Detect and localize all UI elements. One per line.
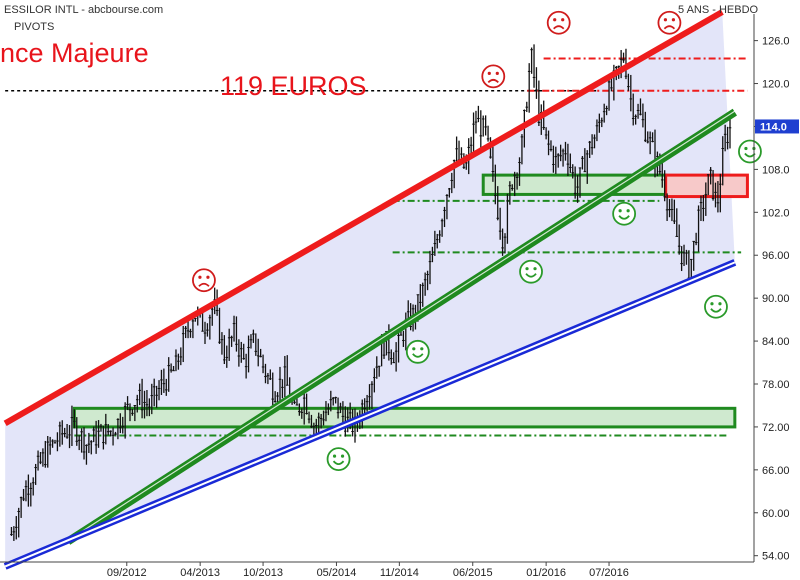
- y-tick-label: 108.0: [762, 164, 790, 176]
- resistance-zone-106: [664, 173, 749, 199]
- last-price-tag-bg: [755, 119, 799, 134]
- face-mouth: [412, 353, 424, 358]
- face-mouth: [663, 25, 676, 30]
- smileys-layer: [192, 10, 762, 472]
- face-outline: [612, 201, 637, 226]
- happy-face-icon: [704, 294, 728, 319]
- y-tick-label: 72.00: [762, 422, 790, 434]
- y-tick-label: 66.00: [762, 465, 790, 477]
- sad-face-icon: [192, 268, 216, 293]
- header-right-title: 5 ANS - HEBDO: [678, 4, 759, 16]
- happy-face-icon: [405, 339, 430, 364]
- face-eye: [671, 18, 676, 22]
- face-outline: [546, 10, 571, 35]
- x-tick-label: 04/2013: [180, 567, 220, 579]
- x-tick-label: 05/2014: [317, 567, 357, 579]
- x-tick-label: 11/2014: [380, 567, 419, 579]
- face-mouth: [710, 308, 722, 313]
- green-support: [65, 108, 738, 545]
- sad-face-icon: [546, 10, 571, 35]
- face-outline: [405, 339, 430, 364]
- x-tick-label: 06/2015: [453, 567, 493, 579]
- face-mouth: [553, 25, 565, 30]
- face-outline: [738, 139, 762, 164]
- face-outline: [326, 447, 351, 472]
- y-tick-label: 96.00: [762, 250, 790, 262]
- face-eye: [561, 18, 565, 22]
- face-outline: [519, 259, 543, 284]
- happy-face-icon: [612, 201, 637, 226]
- resistance-annotation: nce Majeure: [0, 38, 149, 68]
- x-tick-label: 10/2013: [243, 567, 283, 579]
- face-eye: [533, 267, 537, 271]
- face-outline: [481, 64, 506, 89]
- y-tick-label: 54.00: [762, 551, 790, 563]
- y-axis-ticks: 126.0 120.0 108.0 102.0 96.00 90.00 84.00 78.00…: [754, 36, 790, 563]
- face-mouth: [525, 273, 537, 278]
- happy-face-icon: [519, 259, 543, 284]
- face-eye: [710, 302, 714, 306]
- face-mouth: [618, 215, 630, 220]
- face-eye: [198, 275, 202, 279]
- face-eye: [663, 18, 668, 22]
- red-resistance-channel: [3, 9, 724, 426]
- y-tick-label: 78.00: [762, 379, 790, 391]
- trendlines-layer: [3, 9, 738, 570]
- face-eye: [525, 267, 529, 271]
- face-eye: [340, 454, 345, 458]
- face-eye: [618, 209, 622, 213]
- happy-face-icon: [326, 447, 351, 472]
- face-eye: [553, 18, 557, 22]
- header-left-title: ESSILOR INTL - abcbourse.com: [4, 4, 163, 16]
- face-eye: [744, 146, 748, 151]
- sad-face-icon: [481, 64, 506, 89]
- face-eye: [332, 454, 337, 458]
- y-tick-label: 102.0: [762, 207, 790, 219]
- y-tick-label: 84.00: [762, 336, 790, 348]
- blue-support-gap: [4, 261, 736, 568]
- x-tick-label: 01/2016: [526, 567, 566, 579]
- y-tick-label: 120.0: [762, 79, 790, 91]
- y-tick-label: 126.0: [762, 36, 790, 48]
- face-mouth: [198, 282, 210, 287]
- target-annotation: 119 EUROS: [220, 71, 367, 101]
- face-eye: [420, 347, 424, 351]
- face-eye: [206, 275, 210, 279]
- support-zone-72: [72, 406, 737, 429]
- x-tick-label: 07/2016: [589, 567, 629, 579]
- sad-face-icon: [657, 10, 682, 35]
- happy-face-icon: [738, 139, 762, 164]
- y-tick-label: 90.00: [762, 293, 790, 305]
- x-axis-ticks: 09/2012 04/2013 10/2013 05/2014 11/2014 06/20…: [107, 562, 629, 579]
- face-eye: [718, 302, 722, 306]
- face-mouth: [332, 460, 345, 466]
- face-eye: [495, 71, 499, 75]
- face-eye: [487, 71, 491, 75]
- y-tick-label: 60.00: [762, 508, 790, 520]
- face-outline: [704, 294, 728, 319]
- face-eye: [412, 347, 416, 351]
- face-outline: [192, 268, 216, 293]
- header-left-subtitle: PIVOTS: [14, 21, 54, 33]
- face-eye: [626, 209, 630, 213]
- green-support-highlight: [67, 110, 736, 541]
- face-mouth: [487, 78, 499, 84]
- last-price-tag: 114.0: [755, 119, 799, 134]
- x-tick-label: 09/2012: [107, 567, 147, 579]
- last-price-value: 114.0: [760, 121, 787, 133]
